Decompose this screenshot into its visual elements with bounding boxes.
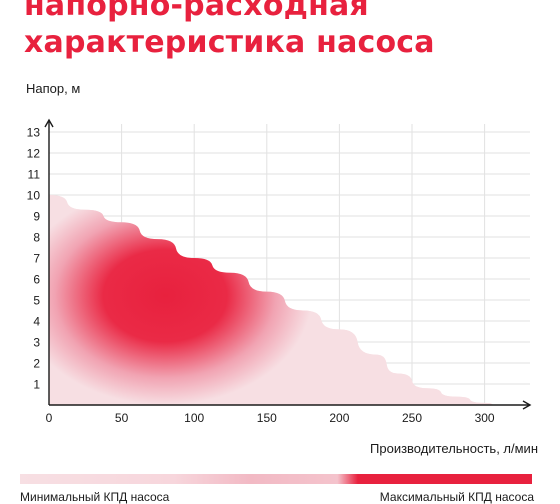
y-tick-label: 13 [27, 126, 41, 140]
x-tick-label: 0 [46, 411, 53, 425]
performance-area-efficiency [49, 195, 500, 405]
y-tick-label: 6 [33, 273, 40, 287]
y-axis-label: Напор, м [26, 81, 81, 96]
x-tick-label: 200 [329, 411, 349, 425]
y-tick-label: 11 [28, 168, 41, 182]
chart-title: напорно-расходная характеристика насоса [24, 0, 435, 61]
y-tick-label: 12 [27, 147, 41, 161]
x-tick-label: 300 [475, 411, 495, 425]
chart-title-line-2: характеристика насоса [24, 25, 435, 60]
y-tick-label: 5 [33, 294, 40, 308]
x-tick-label: 150 [257, 411, 277, 425]
y-tick-label: 4 [33, 315, 40, 329]
y-tick-label: 2 [33, 357, 40, 371]
y-tick-label: 1 [33, 378, 40, 392]
y-axis-arrow [44, 118, 54, 128]
x-tick-label: 250 [402, 411, 422, 425]
x-tick-label: 100 [184, 411, 204, 425]
legend-max-label: Максимальный КПД насоса [379, 490, 534, 504]
x-axis-arrow [522, 400, 532, 410]
x-tick-label: 50 [115, 411, 129, 425]
chart-title-line-1: напорно-расходная [24, 0, 369, 23]
y-tick-label: 8 [33, 231, 40, 245]
legend-min-label: Минимальный КПД насоса [20, 490, 170, 504]
y-tick-label: 7 [33, 252, 40, 266]
x-axis-label: Производительность, л/мин [370, 441, 538, 456]
y-tick-label: 9 [33, 210, 40, 224]
y-tick-label: 3 [33, 336, 40, 350]
efficiency-legend-bar [20, 474, 532, 484]
y-tick-label: 10 [27, 189, 41, 203]
